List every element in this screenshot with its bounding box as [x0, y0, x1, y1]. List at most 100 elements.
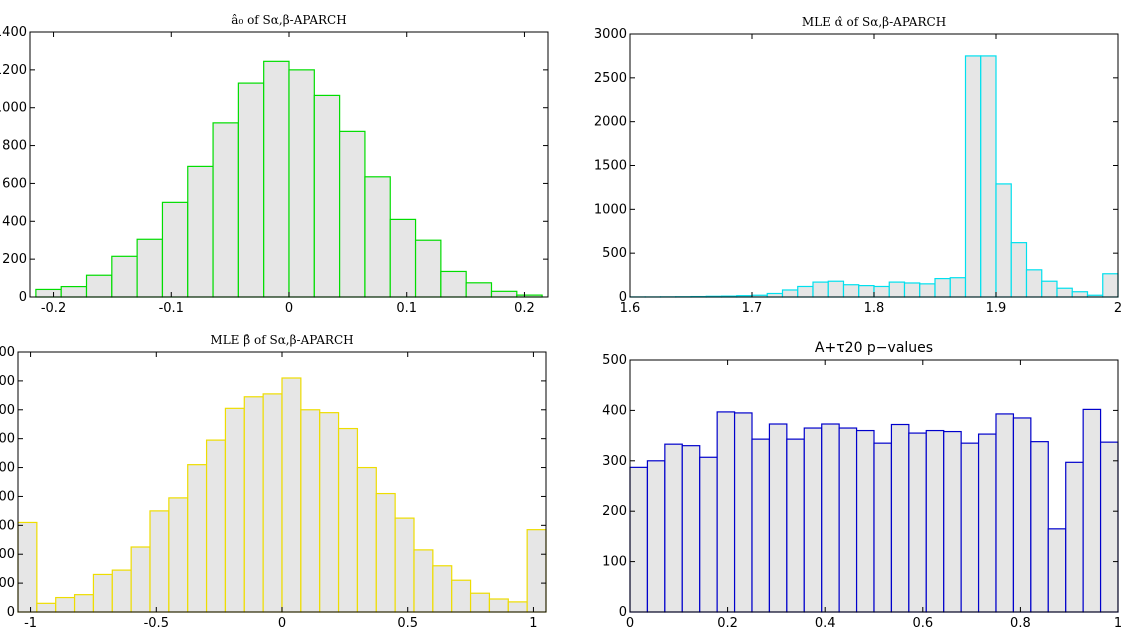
bar: [364, 176, 391, 298]
bar: [842, 284, 860, 298]
bar: [36, 602, 57, 613]
bar: [465, 282, 493, 298]
x-tick-label: 1: [529, 616, 537, 631]
x-tick-label: 1: [1114, 616, 1122, 631]
chart-title: A+τ20 p−values: [815, 340, 933, 356]
bar: [237, 82, 265, 298]
y-tick-label: 1000: [0, 101, 27, 116]
y-tick-label: 300: [602, 454, 627, 469]
bar: [469, 592, 491, 613]
bar: [212, 122, 239, 298]
bar: [440, 270, 467, 298]
bar: [781, 289, 799, 298]
bar: [1099, 441, 1119, 613]
bar: [224, 407, 245, 613]
x-tick-label: 0: [285, 301, 293, 316]
bar: [873, 442, 893, 613]
y-tick-label: 400: [0, 489, 15, 504]
bar: [168, 497, 189, 613]
y-tick-label: 2000: [594, 115, 627, 130]
x-tick-label: 1.7: [742, 301, 763, 316]
bar: [490, 290, 518, 298]
bar: [1047, 528, 1067, 613]
bar: [766, 292, 784, 298]
bar: [1025, 269, 1043, 298]
bar: [855, 429, 875, 613]
bar: [1010, 242, 1028, 298]
y-tick-label: 200: [602, 504, 627, 519]
bar: [451, 579, 472, 613]
bar: [1030, 441, 1049, 613]
bar: [827, 280, 845, 298]
bar: [768, 423, 788, 613]
bar: [205, 439, 227, 613]
y-tick-label: 0: [7, 605, 15, 620]
bar: [413, 549, 434, 613]
x-tick-label: 0: [278, 616, 286, 631]
y-tick-label: 800: [2, 139, 27, 154]
y-tick-label: 400: [602, 403, 627, 418]
y-tick-label: 1400: [0, 25, 27, 40]
bar: [111, 569, 132, 613]
bar: [111, 255, 138, 298]
y-tick-label: 100: [0, 576, 15, 591]
bar: [432, 565, 453, 613]
bar: [733, 412, 753, 613]
y-tick-label: 700: [0, 403, 15, 418]
bar: [356, 466, 377, 613]
bar: [873, 285, 890, 298]
x-tick-label: 0: [626, 616, 634, 631]
bar: [1071, 291, 1089, 298]
bar: [960, 442, 980, 613]
chart-title: MLE β̂ of Sα,β-APARCH: [210, 333, 353, 347]
y-tick-label: 200: [2, 252, 27, 267]
bar: [526, 529, 547, 613]
x-tick-label: -0.1: [159, 301, 184, 316]
bar: [812, 281, 829, 298]
bar: [149, 510, 170, 613]
bar: [786, 438, 805, 613]
bar: [243, 396, 264, 613]
bar: [1065, 461, 1084, 613]
bar: [888, 281, 906, 298]
bar: [949, 277, 967, 298]
bar: [797, 285, 814, 298]
y-tick-label: 900: [0, 345, 15, 360]
y-tick-label: 500: [0, 461, 15, 476]
bar: [281, 377, 302, 613]
y-tick-label: 0: [619, 605, 627, 620]
y-tick-label: 600: [0, 432, 15, 447]
y-tick-label: 100: [602, 555, 627, 570]
bar: [903, 282, 921, 298]
bar: [389, 218, 417, 298]
y-tick-label: 0: [619, 290, 627, 305]
x-tick-label: -0.5: [144, 616, 169, 631]
bar: [995, 183, 1012, 298]
bar: [187, 464, 208, 613]
x-tick-label: 0.8: [1010, 616, 1031, 631]
bar: [488, 598, 509, 613]
y-tick-label: 600: [2, 176, 27, 191]
bar: [339, 130, 366, 298]
bar: [414, 239, 442, 298]
y-tick-label: 0: [19, 290, 27, 305]
bar: [313, 94, 341, 298]
bar: [858, 285, 875, 298]
x-tick-label: 1.6: [620, 301, 641, 316]
bar: [262, 393, 283, 613]
bar: [821, 423, 840, 613]
bar: [995, 413, 1015, 613]
bar: [629, 466, 649, 613]
y-tick-label: 500: [602, 246, 627, 261]
bar: [716, 411, 736, 613]
bar: [17, 521, 38, 613]
bar: [337, 427, 359, 613]
y-tick-label: 300: [0, 518, 15, 533]
bar: [375, 492, 396, 613]
y-tick-label: 400: [2, 214, 27, 229]
bar: [85, 274, 113, 298]
bar: [964, 55, 982, 298]
x-tick-label: 1.8: [864, 301, 885, 316]
y-tick-label: 500: [602, 353, 627, 368]
